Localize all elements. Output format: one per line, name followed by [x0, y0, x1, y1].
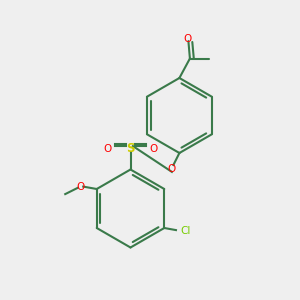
- Text: Cl: Cl: [181, 226, 191, 236]
- Text: O: O: [104, 143, 112, 154]
- Text: O: O: [168, 164, 176, 175]
- Text: S: S: [126, 142, 135, 155]
- Text: O: O: [183, 34, 191, 44]
- Text: O: O: [149, 143, 157, 154]
- Text: O: O: [76, 182, 84, 192]
